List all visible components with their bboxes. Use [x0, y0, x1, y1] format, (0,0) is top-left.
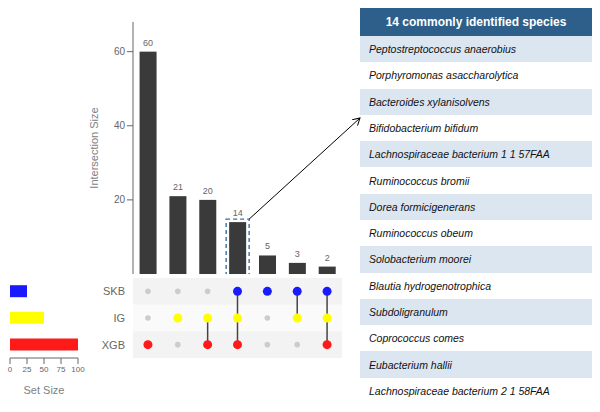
svg-text:IG: IG: [113, 312, 125, 324]
html-text:Subdoligranulum: Subdoligranulum: [369, 306, 448, 318]
html-text:Peptostreptococcus anaerobius: Peptostreptococcus anaerobius: [369, 43, 517, 56]
svg-text:40: 40: [114, 120, 126, 131]
html-text:Coprococcus comes: Coprococcus comes: [369, 332, 465, 345]
html-text:Bifidobacterium bifidum: Bifidobacterium bifidum: [369, 122, 479, 134]
svg-text:21: 21: [173, 182, 183, 192]
svg-text:100: 100: [71, 365, 85, 374]
svg-text:XGB: XGB: [102, 339, 125, 351]
svg-text:SKB: SKB: [103, 285, 125, 297]
svg-text:50: 50: [40, 365, 49, 374]
html-text:Solobacterium moorei: Solobacterium moorei: [369, 253, 472, 266]
svg-text:60: 60: [143, 38, 153, 48]
svg-text:20: 20: [203, 186, 213, 196]
html-text:Lachnospiraceae bacterium 2 1: Lachnospiraceae bacterium 2 1 58FAA: [369, 384, 550, 397]
html-text:14 commonly identified species: 14 commonly identified species: [385, 15, 567, 29]
svg-text:75: 75: [57, 365, 66, 374]
svg-text:Intersection Size: Intersection Size: [88, 107, 100, 188]
html-text:Dorea formicigenerans: Dorea formicigenerans: [369, 200, 476, 213]
svg-text:14: 14: [233, 208, 243, 218]
html-text:Ruminococcus bromii: Ruminococcus bromii: [369, 174, 470, 187]
svg-text:0: 0: [8, 365, 13, 374]
html-text:Bacteroides xylanisolvens: Bacteroides xylanisolvens: [369, 95, 490, 108]
html-text:Lachnospiraceae bacterium 1 1: Lachnospiraceae bacterium 1 1 57FAA: [369, 148, 550, 161]
html-text:Eubacterium hallii: Eubacterium hallii: [369, 358, 452, 371]
svg-text:20: 20: [114, 194, 126, 205]
svg-text:3: 3: [295, 249, 300, 259]
html-text:Blautia hydrogenotrophica: Blautia hydrogenotrophica: [369, 279, 491, 292]
svg-text:5: 5: [265, 241, 270, 251]
svg-text:60: 60: [114, 46, 126, 57]
html-text:Porphyromonas asaccharolytica: Porphyromonas asaccharolytica: [369, 69, 519, 82]
html-text:Ruminococcus obeum: Ruminococcus obeum: [369, 227, 473, 240]
svg-text:2: 2: [325, 253, 330, 263]
svg-text:Set Size: Set Size: [24, 384, 65, 396]
svg-text:25: 25: [23, 365, 32, 374]
